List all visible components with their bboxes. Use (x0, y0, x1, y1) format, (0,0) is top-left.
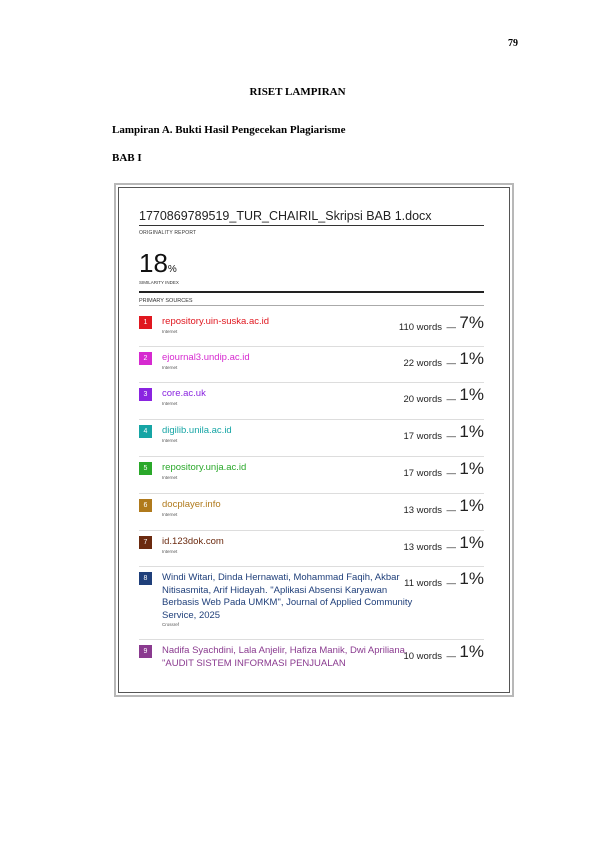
source-type: Internet (162, 475, 178, 480)
section-rule (139, 291, 484, 293)
source-divider (139, 639, 484, 640)
source-type: Crossref (162, 622, 180, 627)
source-type: Internet (162, 549, 178, 554)
source-dash: — (446, 358, 457, 369)
source-rank-badge: 5 (139, 462, 152, 475)
primary-sources-label: PRIMARY SOURCES (139, 298, 193, 304)
source-word-count: 11 words (404, 578, 442, 589)
source-rank-badge: 1 (139, 316, 152, 329)
source-percentage: 1% (459, 569, 484, 588)
section-label: BAB I (112, 152, 142, 164)
plagiarism-report-screenshot: 1770869789519_TUR_CHAIRIL_Skripsi BAB 1.… (114, 183, 514, 697)
source-rank-badge: 4 (139, 425, 152, 438)
source-percentage: 1% (459, 642, 484, 661)
source-word-count: 13 words (403, 505, 442, 516)
source-dash: — (446, 431, 457, 442)
similarity-label: SIMILARITY INDEX (139, 280, 179, 285)
source-word-count: 20 words (403, 394, 442, 405)
source-word-count: 110 words (398, 322, 442, 333)
source-percentage: 1% (459, 422, 484, 441)
title-rule (139, 225, 484, 226)
source-percentage: 1% (459, 496, 484, 515)
source-dash: — (446, 651, 457, 662)
appendix-subheading: Lampiran A. Bukti Hasil Pengecekan Plagi… (112, 124, 346, 136)
source-word-count: 10 words (403, 651, 442, 662)
similarity-value: 18 (139, 248, 168, 278)
source-name[interactable]: repository.uin-suska.ac.id (162, 316, 270, 327)
source-dash: — (446, 542, 457, 553)
source-percentage: 1% (459, 533, 484, 552)
source-name[interactable]: id.123dok.com (162, 536, 224, 547)
source-percentage: 1% (459, 459, 484, 478)
page-number: 79 (508, 38, 518, 49)
source-percentage: 1% (459, 385, 484, 404)
source-type: Internet (162, 401, 178, 406)
source-name[interactable]: Nadifa Syachdini, Lala Anjelir, Hafiza M… (162, 645, 408, 669)
source-percentage: 7% (459, 313, 484, 332)
source-name[interactable]: digilib.unila.ac.id (162, 425, 232, 436)
source-dash: — (446, 468, 457, 479)
source-name[interactable]: repository.unja.ac.id (162, 462, 247, 473)
source-divider (139, 346, 484, 347)
source-rank-badge: 9 (139, 645, 152, 658)
source-rank-badge: 7 (139, 536, 152, 549)
source-divider (139, 456, 484, 457)
source-divider (139, 493, 484, 494)
source-rank-badge: 6 (139, 499, 152, 512)
source-name[interactable]: docplayer.info (162, 499, 221, 510)
source-dash: — (446, 505, 457, 516)
source-divider (139, 530, 484, 531)
source-name[interactable]: Windi Witari, Dinda Hernawati, Mohammad … (162, 572, 413, 621)
source-name[interactable]: core.ac.uk (162, 388, 206, 399)
source-divider (139, 419, 484, 420)
source-type: Internet (162, 438, 178, 443)
source-divider (139, 566, 484, 567)
source-dash: — (446, 578, 457, 589)
source-rank-badge: 2 (139, 352, 152, 365)
report-doc-title: 1770869789519_TUR_CHAIRIL_Skripsi BAB 1.… (139, 209, 432, 223)
source-percentage: 1% (459, 349, 484, 368)
source-type: Internet (162, 365, 178, 370)
source-word-count: 22 words (403, 358, 442, 369)
similarity-unit: % (167, 264, 177, 275)
primary-rule (139, 305, 484, 306)
source-word-count: 17 words (403, 431, 442, 442)
page-heading: RISET LAMPIRAN (249, 86, 346, 98)
source-name[interactable]: ejournal3.undip.ac.id (162, 352, 250, 363)
source-word-count: 17 words (403, 468, 442, 479)
report-frame: 1770869789519_TUR_CHAIRIL_Skripsi BAB 1.… (118, 187, 510, 693)
source-dash: — (446, 394, 457, 405)
source-divider (139, 382, 484, 383)
source-type: Internet (162, 329, 178, 334)
similarity-index: 18% (139, 248, 177, 279)
source-rank-badge: 3 (139, 388, 152, 401)
source-type: Internet (162, 512, 178, 517)
originality-label: ORIGINALITY REPORT (139, 230, 197, 236)
source-rank-badge: 8 (139, 572, 152, 585)
source-word-count: 13 words (403, 542, 442, 553)
source-dash: — (446, 322, 457, 333)
